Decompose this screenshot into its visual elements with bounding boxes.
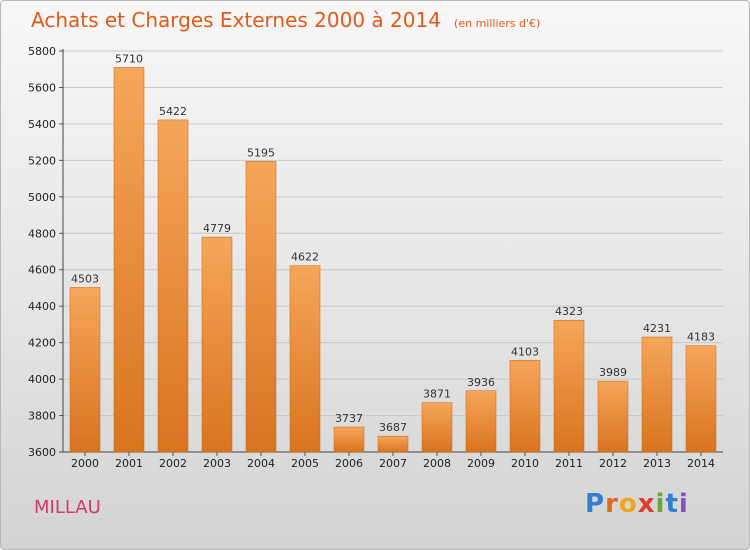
y-tick-label: 4200 [28, 337, 56, 350]
data-label-2006: 3737 [335, 412, 363, 425]
data-label-2010: 4103 [511, 345, 539, 358]
bar-2003 [201, 236, 233, 453]
x-tick-label-2004: 2004 [247, 457, 275, 470]
x-tick-label-2000: 2000 [71, 457, 99, 470]
city-name: MILLAU [34, 497, 101, 518]
x-tick-label-2007: 2007 [379, 457, 407, 470]
y-tick-label: 5800 [28, 45, 56, 58]
data-label-2001: 5710 [115, 52, 143, 65]
proxiti-logo[interactable]: Proxiti [585, 489, 689, 519]
x-tick-label-2011: 2011 [555, 457, 583, 470]
x-tick-label-2005: 2005 [291, 457, 319, 470]
x-tick-label-2008: 2008 [423, 457, 451, 470]
x-tick-label-2006: 2006 [335, 457, 363, 470]
data-labels: 4503 5710 5422 4779 5195 4622 3737 3687 3871 3936… [71, 52, 715, 434]
x-tick-label-2002: 2002 [159, 457, 187, 470]
data-label-2002: 5422 [159, 105, 187, 118]
data-label-2007: 3687 [379, 421, 407, 434]
bar-2008 [421, 402, 453, 453]
logo-letter: r [605, 489, 619, 519]
x-tick-label-2009: 2009 [467, 457, 495, 470]
logo-letter: i [678, 489, 689, 519]
y-tick-label: 4600 [28, 264, 56, 277]
data-label-2004: 5195 [247, 146, 275, 159]
logo-letter: x [637, 489, 656, 519]
chart-title: Achats et Charges Externes 2000 à 2014 [31, 8, 441, 32]
logo-letter: P [585, 489, 606, 519]
bar-2012 [597, 380, 629, 453]
data-label-2014: 4183 [687, 331, 715, 344]
bar-2004 [245, 161, 277, 453]
bar-2013 [641, 336, 673, 453]
x-tick-label-2010: 2010 [511, 457, 539, 470]
chart-title-block: Achats et Charges Externes 2000 à 2014 (… [31, 8, 540, 32]
bar-2002 [157, 119, 189, 453]
y-tick-label: 3600 [28, 446, 56, 459]
bar-2014 [685, 345, 717, 453]
y-tick-label: 4000 [28, 373, 56, 386]
bar-2009 [465, 390, 497, 453]
bar-2001 [113, 67, 145, 453]
bar-2010 [509, 360, 541, 453]
data-label-2011: 4323 [555, 305, 583, 318]
x-tick-label-2001: 2001 [115, 457, 143, 470]
y-tick-label: 5400 [28, 118, 56, 131]
data-label-2000: 4503 [71, 272, 99, 285]
x-tick-label-2003: 2003 [203, 457, 231, 470]
chart-subtitle: (en milliers d'€) [454, 17, 541, 30]
bars [69, 67, 717, 453]
logo-letter: o [618, 489, 638, 519]
y-tick-label: 5000 [28, 191, 56, 204]
bar-2011 [553, 319, 585, 453]
y-tick-label: 5200 [28, 154, 56, 167]
data-label-2003: 4779 [203, 222, 231, 235]
bar-2005 [289, 265, 321, 453]
y-tick-label: 3800 [28, 410, 56, 423]
data-label-2008: 3871 [423, 388, 451, 401]
x-tick-label-2013: 2013 [643, 457, 671, 470]
logo-letter: t [665, 489, 679, 519]
y-tick-label: 4800 [28, 227, 56, 240]
logo-letter: i [655, 489, 666, 519]
data-label-2013: 4231 [643, 322, 671, 335]
bar-2000 [69, 287, 101, 453]
x-tick-label-2014: 2014 [687, 457, 715, 470]
x-tick-label-2012: 2012 [599, 457, 627, 470]
bar-2007 [377, 435, 409, 453]
data-label-2012: 3989 [599, 366, 627, 379]
y-tick-label: 5600 [28, 81, 56, 94]
bar-2006 [333, 426, 365, 453]
data-label-2009: 3936 [467, 376, 495, 389]
y-tick-label: 4400 [28, 300, 56, 313]
data-label-2005: 4622 [291, 251, 319, 264]
